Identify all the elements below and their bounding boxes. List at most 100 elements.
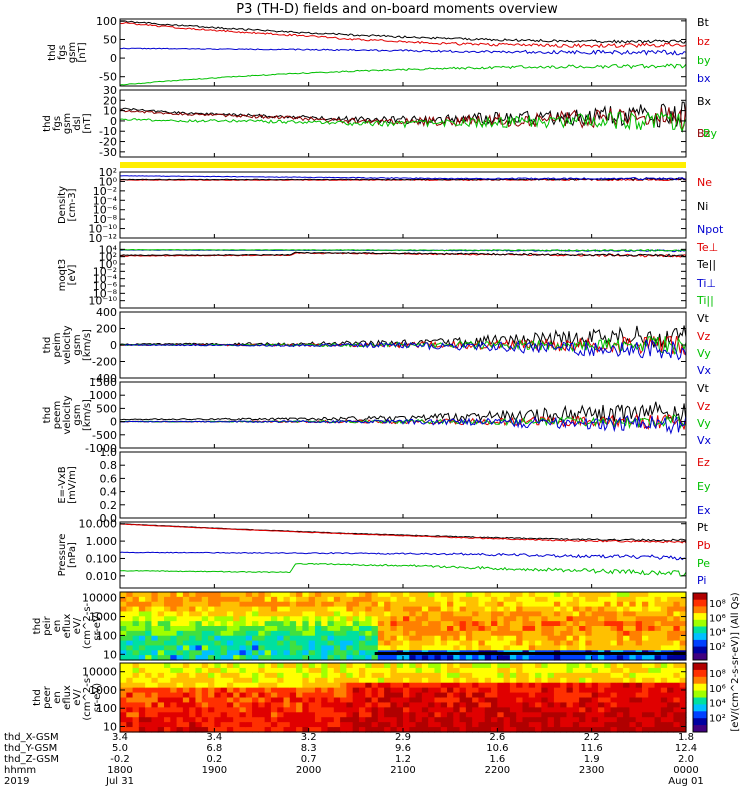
spectrogram-cell — [245, 592, 253, 598]
spectrogram-cell — [623, 635, 630, 642]
spectrogram-cell — [214, 635, 222, 642]
spectrogram-cell — [264, 592, 272, 598]
spectrogram-cell — [308, 697, 316, 704]
spectrogram-cell — [541, 596, 549, 603]
spectrogram-cell — [258, 616, 266, 622]
spectrogram-cell — [245, 611, 253, 617]
spectrogram-cell — [403, 621, 410, 627]
spectrogram-cell — [616, 655, 624, 661]
spectrogram-cell — [673, 697, 681, 704]
spectrogram-cell — [660, 682, 668, 689]
spectrogram-cell — [491, 687, 498, 694]
spectrogram-cell — [333, 717, 341, 723]
spectrogram-cell — [453, 640, 461, 647]
spectrogram-cell — [528, 702, 536, 708]
spectrogram-cell — [591, 717, 599, 723]
spectrogram-cell — [346, 702, 354, 708]
spectrogram-cell — [572, 601, 580, 608]
spectrogram-cell — [465, 621, 473, 627]
spectrogram-cell — [679, 611, 687, 617]
spectrogram-cell — [170, 596, 178, 603]
spectrogram-cell — [126, 611, 134, 617]
spectrogram-cell — [208, 682, 215, 689]
spectrogram-cell — [679, 655, 687, 661]
spectrogram-cell — [535, 697, 542, 704]
legend-entry: Pe — [697, 557, 710, 570]
spectrogram-cell — [648, 717, 656, 723]
spectrogram-cell — [641, 616, 649, 622]
spectrogram-cell — [453, 717, 461, 723]
spectrogram-cell — [289, 635, 297, 642]
spectrogram-cell — [629, 682, 637, 689]
spectrogram-cell — [579, 616, 586, 622]
y-tick-label: 10⁰ — [99, 258, 118, 271]
spectrogram-cell — [157, 672, 165, 679]
spectrogram-cell — [308, 677, 316, 684]
spectrogram-cell — [308, 717, 316, 723]
spectrogram-cell — [264, 667, 272, 674]
spectrogram-cell — [522, 663, 530, 669]
spectrogram-cell — [641, 722, 649, 728]
spectrogram-cell — [667, 722, 675, 728]
spectrogram-cell — [591, 712, 599, 718]
spectrogram-cell — [189, 697, 197, 704]
spectrogram-cell — [516, 592, 524, 598]
legend-entry: bx — [697, 72, 711, 85]
spectrogram-cell — [182, 717, 190, 723]
spectrogram-cell — [648, 687, 656, 694]
spectrogram-cell — [516, 677, 524, 684]
spectrogram-cell — [321, 702, 329, 708]
spectrogram-cell — [516, 717, 524, 723]
spectrogram-cell — [491, 626, 498, 632]
spectrogram-cell — [623, 727, 630, 733]
spectrogram-cell — [528, 601, 536, 608]
y-axis-label: peer — [42, 685, 53, 709]
spectrogram-cell — [509, 621, 517, 627]
y-tick-label: 10⁻⁶ — [93, 204, 118, 217]
spectrogram-cell — [252, 650, 259, 656]
spectrogram-cell — [296, 717, 303, 723]
spectrogram-cell — [308, 606, 316, 613]
spectrogram-cell — [516, 672, 524, 679]
spectrogram-cell — [465, 707, 473, 713]
spectrogram-cell — [560, 702, 568, 708]
spectrogram-cell — [120, 655, 127, 661]
spectrogram-cell — [566, 640, 574, 647]
spectrogram-cell — [164, 667, 171, 674]
spectrogram-cell — [566, 655, 574, 661]
spectrogram-cell — [296, 592, 303, 598]
spectrogram-cell — [528, 712, 536, 718]
spectrogram-cell — [591, 640, 599, 647]
spectrogram-cell — [308, 611, 316, 617]
y-axis-label: [eV] — [67, 265, 78, 286]
spectrogram-cell — [616, 596, 624, 603]
spectrogram-cell — [635, 630, 643, 637]
spectrogram-cell — [667, 601, 675, 608]
spectrogram-cell — [667, 663, 675, 669]
spectrogram-cell — [321, 672, 329, 679]
spectrogram-cell — [333, 606, 341, 613]
spectrogram-cell — [289, 626, 297, 632]
x-tick-label: 2000 — [296, 765, 321, 776]
spectrogram-cell — [667, 707, 675, 713]
spectrogram-cell — [673, 707, 681, 713]
spectrogram-cell — [365, 687, 373, 694]
spectrogram-cell — [409, 645, 417, 651]
spectrogram-cell — [604, 601, 612, 608]
spectrogram-cell — [201, 667, 209, 674]
spectrogram-cell — [314, 606, 322, 613]
spectrogram-cell — [660, 727, 668, 733]
spectrogram-cell — [421, 727, 429, 733]
axes-layer — [119, 18, 708, 733]
spectrogram-cell — [447, 626, 454, 632]
spectrogram-cell — [453, 592, 461, 598]
spectrogram-cell — [673, 592, 681, 598]
spectrogram-cell — [585, 677, 593, 684]
spectrogram-cell — [126, 596, 134, 603]
spectrogram-cell — [258, 655, 266, 661]
spectrogram-cell — [597, 645, 605, 651]
spectrogram-cell — [503, 667, 511, 674]
legend-entry: Pt — [697, 521, 709, 534]
spectrogram-cell — [145, 626, 153, 632]
spectrogram-cell — [358, 702, 366, 708]
